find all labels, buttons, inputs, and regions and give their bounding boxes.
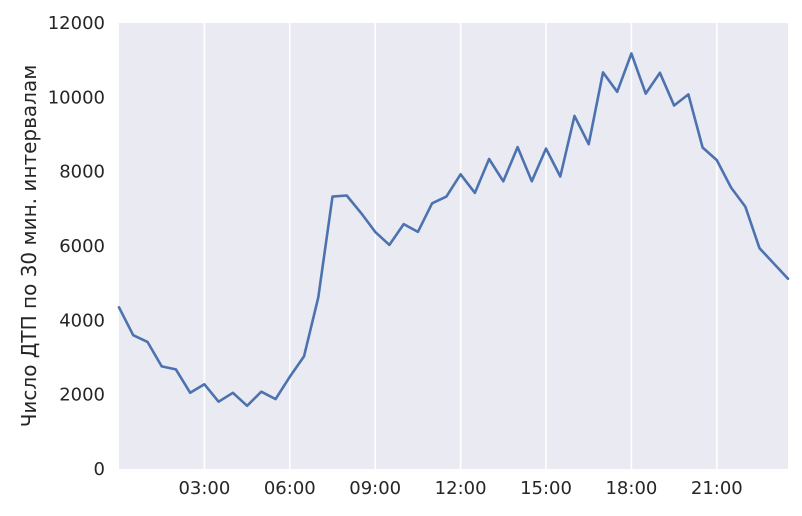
grid-lines bbox=[203, 23, 718, 469]
y-tick-label: 6000 bbox=[59, 236, 105, 257]
x-tick-label: 18:00 bbox=[605, 478, 657, 499]
y-axis-ticks: 0 2000 4000 6000 8000 10000 12000 bbox=[48, 13, 105, 480]
x-tick-label: 06:00 bbox=[264, 478, 316, 499]
x-tick-label: 15:00 bbox=[520, 478, 572, 499]
y-tick-label: 4000 bbox=[59, 310, 105, 331]
x-tick-label: 12:00 bbox=[435, 478, 487, 499]
y-tick-label: 8000 bbox=[59, 162, 105, 183]
y-axis-label: Число ДТП по 30 мин. интервалам bbox=[17, 65, 41, 428]
x-tick-label: 03:00 bbox=[178, 478, 230, 499]
y-tick-label: 0 bbox=[94, 459, 105, 480]
x-tick-label: 21:00 bbox=[691, 478, 743, 499]
x-axis-ticks: 03:00 06:00 09:00 12:00 15:00 18:00 21:00 bbox=[178, 478, 742, 499]
y-tick-label: 2000 bbox=[59, 385, 105, 406]
y-tick-label: 12000 bbox=[48, 13, 105, 34]
series-line bbox=[117, 52, 790, 408]
y-tick-label: 10000 bbox=[48, 87, 105, 108]
x-tick-label: 09:00 bbox=[349, 478, 401, 499]
